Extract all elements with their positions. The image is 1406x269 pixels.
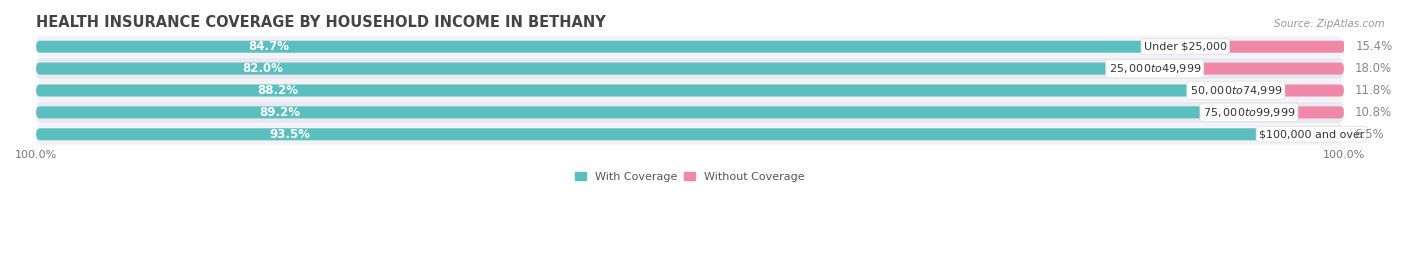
FancyBboxPatch shape [1189,84,1344,97]
FancyBboxPatch shape [37,36,1344,58]
Text: $75,000 to $99,999: $75,000 to $99,999 [1202,106,1295,119]
FancyBboxPatch shape [1108,63,1344,75]
FancyBboxPatch shape [37,128,1258,140]
FancyBboxPatch shape [1258,128,1344,140]
FancyBboxPatch shape [37,102,1344,123]
Text: 11.8%: 11.8% [1354,84,1392,97]
Text: 82.0%: 82.0% [242,62,283,75]
Text: 6.5%: 6.5% [1354,128,1384,141]
FancyBboxPatch shape [37,41,1144,53]
Text: 93.5%: 93.5% [270,128,311,141]
Text: 15.4%: 15.4% [1355,40,1393,53]
Text: HEALTH INSURANCE COVERAGE BY HOUSEHOLD INCOME IN BETHANY: HEALTH INSURANCE COVERAGE BY HOUSEHOLD I… [37,15,606,30]
FancyBboxPatch shape [37,123,1344,145]
FancyBboxPatch shape [37,58,1344,79]
Text: 10.8%: 10.8% [1354,106,1392,119]
Text: $25,000 to $49,999: $25,000 to $49,999 [1108,62,1201,75]
Legend: With Coverage, Without Coverage: With Coverage, Without Coverage [571,168,810,186]
Text: 88.2%: 88.2% [257,84,298,97]
FancyBboxPatch shape [37,63,1108,75]
Text: Source: ZipAtlas.com: Source: ZipAtlas.com [1274,19,1385,29]
FancyBboxPatch shape [37,84,1189,97]
Text: 89.2%: 89.2% [259,106,301,119]
FancyBboxPatch shape [37,106,1202,118]
FancyBboxPatch shape [37,80,1344,101]
Text: 84.7%: 84.7% [249,40,290,53]
FancyBboxPatch shape [1202,106,1344,118]
Text: 18.0%: 18.0% [1354,62,1392,75]
Text: Under $25,000: Under $25,000 [1144,42,1227,52]
Text: $100,000 and over: $100,000 and over [1258,129,1364,139]
Text: $50,000 to $74,999: $50,000 to $74,999 [1189,84,1282,97]
FancyBboxPatch shape [1144,41,1346,53]
